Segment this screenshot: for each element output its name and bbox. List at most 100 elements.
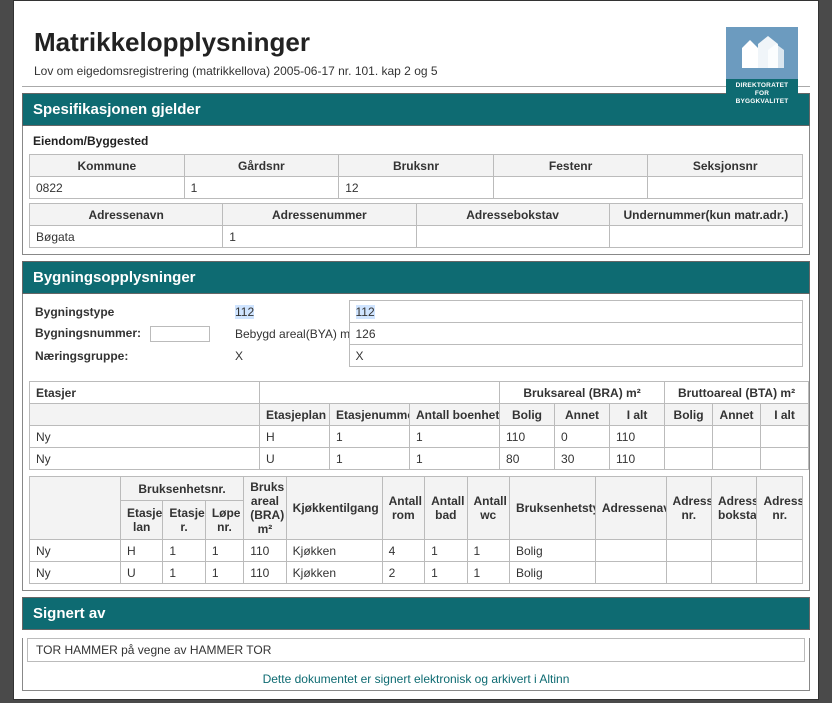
- u-abok: [712, 562, 757, 584]
- val-bruksnr: 12: [339, 177, 494, 199]
- cell-bra-ialt: 110: [610, 426, 665, 448]
- cell-boenh: 1: [410, 448, 500, 470]
- val-kommune: 0822: [30, 177, 185, 199]
- u-wc: 1: [467, 562, 509, 584]
- header: Matrikkelopplysninger Lov om eigedomsreg…: [22, 9, 810, 87]
- logo-line1: DIREKTORATET: [736, 82, 789, 89]
- group-bra: Bruksareal (BRA) m²: [500, 382, 665, 404]
- col-adressenr2: Adresse nr.: [757, 477, 803, 540]
- col-undernummer: Undernummer(kun matr.adr.): [609, 204, 802, 226]
- group-bruksenhetsnr: Bruksenhetsnr.: [120, 477, 243, 501]
- cell-bra-ialt: 110: [610, 448, 665, 470]
- section-signert-title: Signert av: [22, 597, 810, 630]
- u-status: Ny: [30, 562, 121, 584]
- col-adressebok: Adresse bokstav: [712, 477, 757, 540]
- col-brukstype: Bruksenhetstype: [509, 477, 595, 540]
- u-type: Bolig: [509, 540, 595, 562]
- page-subtitle: Lov om eigedomsregistrering (matrikkello…: [34, 64, 798, 78]
- col-bra: Bruks areal (BRA) m²: [244, 477, 286, 540]
- col-antallrom: Antall rom: [382, 477, 424, 540]
- val-adressenummer: 1: [223, 226, 416, 248]
- unit-row: Ny U 1 1 110 Kjøkken 2 1 1 Bolig: [30, 562, 803, 584]
- val-naeringsgruppe-b: X: [349, 345, 803, 367]
- col-seksjonsnr: Seksjonsnr: [648, 155, 803, 177]
- col-u-etasjenr: Etasjen r.: [163, 501, 205, 540]
- u-plan: U: [120, 562, 162, 584]
- sign-notice: Dette dokumentet er signert elektronisk …: [23, 668, 809, 690]
- cell-bta-bolig: [665, 426, 713, 448]
- cell-nr: 1: [330, 426, 410, 448]
- u-rom: 2: [382, 562, 424, 584]
- u-kjokken: Kjøkken: [286, 562, 382, 584]
- col-bta-bolig: Bolig: [665, 404, 713, 426]
- val-festenr: [493, 177, 648, 199]
- col-kommune: Kommune: [30, 155, 185, 177]
- col-bta-annet: Annet: [713, 404, 761, 426]
- col-adressenummer: Adressenummer: [223, 204, 416, 226]
- u-lnr: 1: [205, 540, 243, 562]
- cell-status: Ny: [30, 448, 260, 470]
- lbl-bygningstype: Bygningstype: [29, 301, 229, 323]
- col-antallbad: Antall bad: [425, 477, 467, 540]
- etasjer-row: Ny U 1 1 80 30 110: [30, 448, 809, 470]
- unit-row: Ny H 1 1 110 Kjøkken 4 1 1 Bolig: [30, 540, 803, 562]
- cell-bta-annet: [713, 448, 761, 470]
- signed-by: TOR HAMMER på vegne av HAMMER TOR: [27, 638, 805, 662]
- col-etasjenr: Etasjenummer: [330, 404, 410, 426]
- col-adressenavn: Adressenavn: [30, 204, 223, 226]
- document-page: Matrikkelopplysninger Lov om eigedomsreg…: [13, 0, 819, 700]
- u-anr2: [757, 540, 803, 562]
- eiendom-table-2: Adressenavn Adressenummer Adressebokstav…: [29, 203, 803, 248]
- section-spesifikasjon-title: Spesifikasjonen gjelder: [22, 93, 810, 126]
- col-kjokken: Kjøkkentilgang: [286, 477, 382, 540]
- u-rom: 4: [382, 540, 424, 562]
- page-title: Matrikkelopplysninger: [34, 27, 798, 58]
- col-u-lopenr: Løpe nr.: [205, 501, 243, 540]
- u-enr: 1: [163, 540, 205, 562]
- cell-bra-bolig: 110: [500, 426, 555, 448]
- cell-plan: H: [260, 426, 330, 448]
- val-adressebokstav: [416, 226, 609, 248]
- bygning-props: Bygningstype 112 112 Bygningsnummer: Beb…: [29, 300, 803, 367]
- u-plan: H: [120, 540, 162, 562]
- u-bad: 1: [425, 562, 467, 584]
- u-anavn: [595, 562, 666, 584]
- lbl-naeringsgruppe: Næringsgruppe:: [29, 345, 229, 367]
- u-kjokken: Kjøkken: [286, 540, 382, 562]
- col-festenr: Festenr: [493, 155, 648, 177]
- cell-nr: 1: [330, 448, 410, 470]
- u-wc: 1: [467, 540, 509, 562]
- cell-plan: U: [260, 448, 330, 470]
- val-undernummer: [609, 226, 802, 248]
- logo-caption: DIREKTORATET FOR BYGGKVALITET: [726, 79, 798, 108]
- lbl-bygningsnummer: Bygningsnummer:: [29, 323, 229, 345]
- col-gardsnr: Gårdsnr: [184, 155, 339, 177]
- section-bygning-body: Bygningstype 112 112 Bygningsnummer: Beb…: [22, 294, 810, 591]
- val-bebygdareal: 126: [349, 323, 803, 345]
- col-bra-ialt: I alt: [610, 404, 665, 426]
- cell-bra-annet: 30: [555, 448, 610, 470]
- cell-bta-ialt: [761, 448, 809, 470]
- val-bygningsnummer: [150, 326, 210, 342]
- units-table: Bruksenhetsnr. Bruks areal (BRA) m² Kjøk…: [29, 476, 803, 584]
- u-anr: [666, 540, 711, 562]
- u-bad: 1: [425, 540, 467, 562]
- u-enr: 1: [163, 562, 205, 584]
- col-adressenavn2: Adressenavn: [595, 477, 666, 540]
- cell-bra-annet: 0: [555, 426, 610, 448]
- u-bra: 110: [244, 540, 286, 562]
- u-anr: [666, 562, 711, 584]
- eiendom-table-1: Kommune Gårdsnr Bruksnr Festenr Seksjons…: [29, 154, 803, 199]
- u-abok: [712, 540, 757, 562]
- col-bra-annet: Annet: [555, 404, 610, 426]
- col-bra-bolig: Bolig: [500, 404, 555, 426]
- col-antallboenh: Antall boenheter: [410, 404, 500, 426]
- cell-bta-bolig: [665, 448, 713, 470]
- cell-bra-bolig: 80: [500, 448, 555, 470]
- section-signert-body: TOR HAMMER på vegne av HAMMER TOR Dette …: [22, 638, 810, 691]
- val-seksjonsnr: [648, 177, 803, 199]
- eiendom-subhead: Eiendom/Byggested: [29, 132, 803, 154]
- val-naeringsgruppe-a: X: [229, 345, 349, 367]
- cell-boenh: 1: [410, 426, 500, 448]
- lbl-bebygdareal: Bebygd areal(BYA) m²:: [229, 323, 349, 345]
